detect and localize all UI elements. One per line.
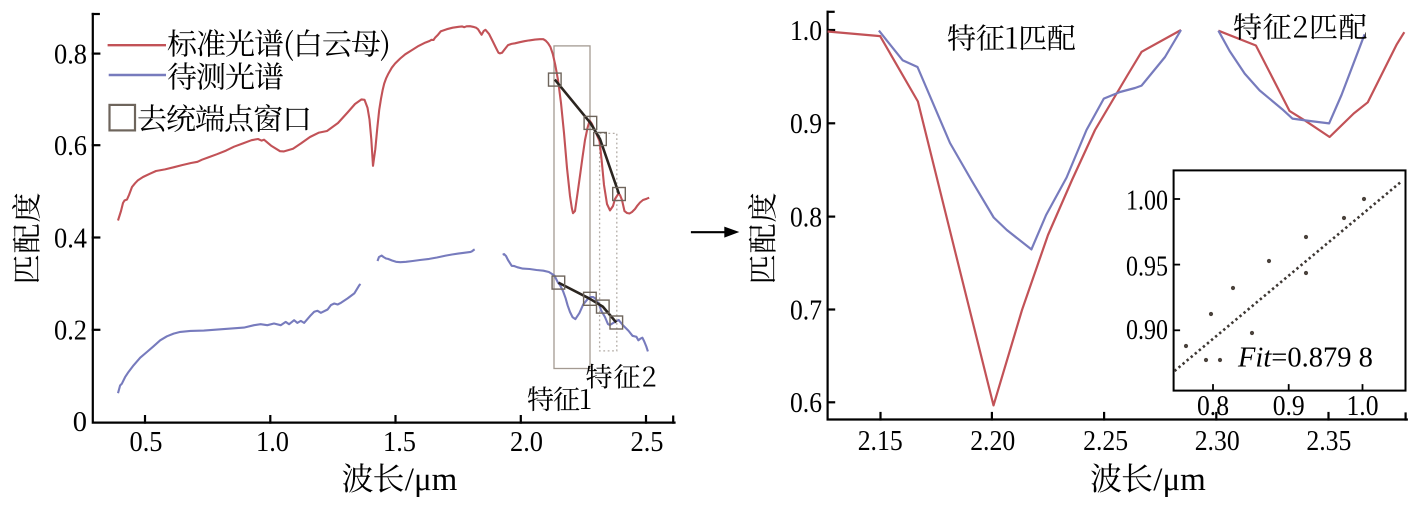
svg-text:2.15: 2.15 (858, 426, 903, 457)
svg-text:2.35: 2.35 (1306, 426, 1351, 457)
svg-text:0.9: 0.9 (790, 109, 822, 140)
svg-text:0.6: 0.6 (54, 131, 87, 162)
svg-text:2.0: 2.0 (510, 427, 543, 458)
svg-text:0: 0 (73, 407, 87, 438)
svg-text:/μm: /μm (1153, 462, 1206, 498)
svg-text:0.8: 0.8 (790, 202, 822, 233)
svg-text:0.7: 0.7 (790, 295, 822, 326)
svg-text:0.6: 0.6 (790, 388, 822, 419)
svg-text:2.5: 2.5 (631, 427, 664, 458)
svg-text:0.2: 0.2 (54, 316, 87, 347)
svg-text:0.9: 0.9 (1273, 391, 1305, 422)
svg-text:1.00: 1.00 (1126, 186, 1168, 217)
svg-text:0.90: 0.90 (1126, 315, 1168, 346)
svg-text:2.30: 2.30 (1195, 426, 1240, 457)
svg-text:0.4: 0.4 (54, 223, 87, 254)
svg-text:1.0: 1.0 (256, 427, 289, 458)
svg-text:0.5: 0.5 (130, 427, 163, 458)
svg-text:Fit=0.879 8: Fit=0.879 8 (1237, 342, 1373, 373)
svg-text:1.0: 1.0 (1347, 391, 1379, 422)
svg-text:/μm: /μm (405, 462, 458, 498)
svg-text:1.0: 1.0 (790, 16, 822, 47)
svg-text:1.5: 1.5 (383, 427, 416, 458)
svg-text:2.20: 2.20 (970, 426, 1015, 457)
svg-text:0.95: 0.95 (1126, 251, 1168, 282)
svg-text:2.25: 2.25 (1083, 426, 1128, 457)
svg-text:0.8: 0.8 (1197, 391, 1229, 422)
svg-text:0.8: 0.8 (54, 39, 87, 70)
